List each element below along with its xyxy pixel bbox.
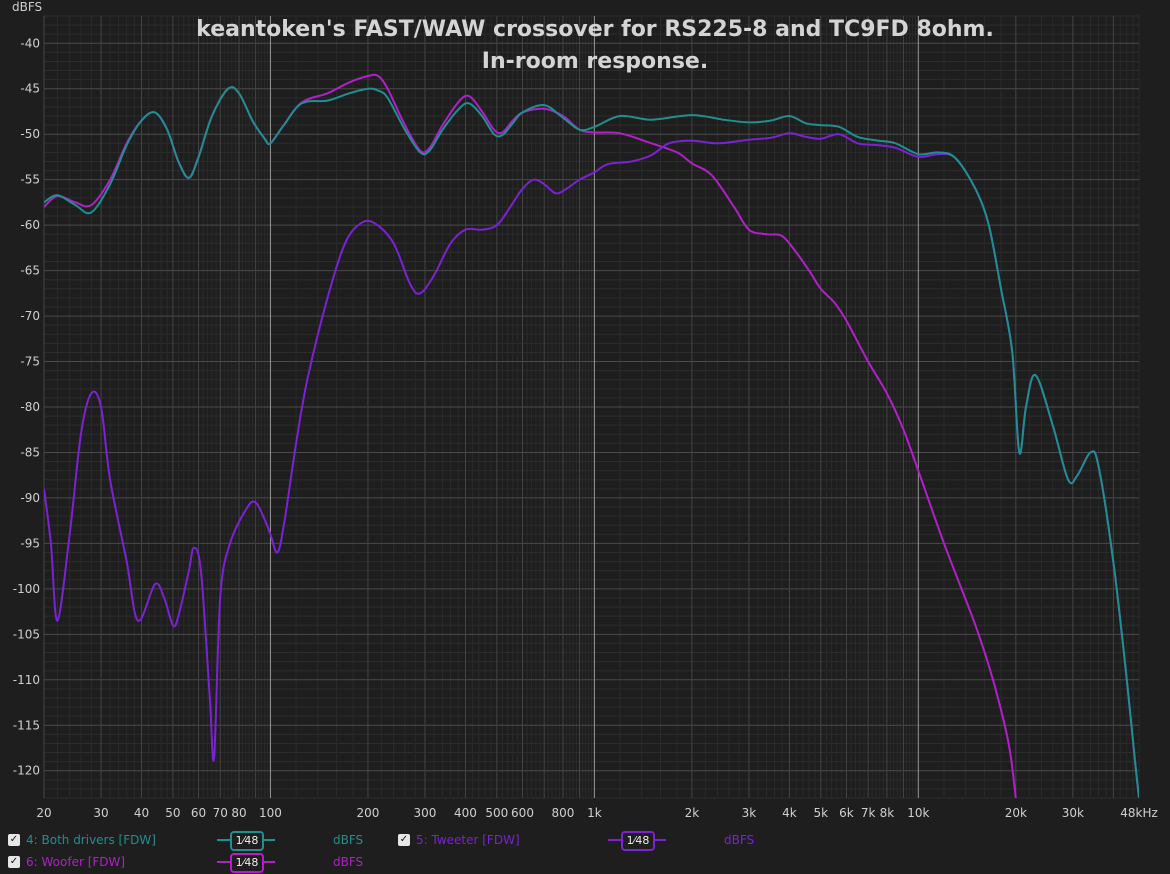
y-tick-label: -110 bbox=[13, 673, 40, 687]
x-tick-label: 800 bbox=[552, 806, 575, 820]
legend-unit: dBFS bbox=[724, 833, 755, 847]
legend-panel: ✓ 4: Both drivers [FDW] 1⁄48 dBFS ✓ 5: T… bbox=[0, 826, 1170, 874]
x-tick-label: 500 bbox=[485, 806, 508, 820]
y-tick-label: -85 bbox=[20, 445, 40, 459]
y-tick-label: -95 bbox=[20, 536, 40, 550]
y-tick-label: -65 bbox=[20, 264, 40, 278]
x-axis-labels: 20 30 40 50 60 70 80 100 200 300 400 500 600 800 1k 2k 3… bbox=[36, 806, 1157, 820]
chart-title: keantoken's FAST/WAW crossover for RS225… bbox=[196, 17, 994, 42]
y-tick-label: -60 bbox=[20, 218, 40, 232]
x-tick-label: 4k bbox=[782, 806, 797, 820]
checkbox-icon[interactable]: ✓ bbox=[8, 856, 20, 868]
y-axis-labels: -40 -45 -50 -55 -60 -65 -70 -75 -80 -85 -90 -95 -100… bbox=[13, 36, 40, 777]
x-tick-label: 6k bbox=[839, 806, 854, 820]
major-grid bbox=[43, 16, 1139, 798]
checkbox-icon[interactable]: ✓ bbox=[8, 834, 20, 846]
legend-unit: dBFS bbox=[333, 855, 364, 869]
y-tick-label: -115 bbox=[13, 718, 40, 732]
y-tick-label: -45 bbox=[20, 82, 40, 96]
x-tick-label: 300 bbox=[414, 806, 437, 820]
x-tick-label: 2k bbox=[685, 806, 700, 820]
series-layer bbox=[44, 73, 1139, 798]
chart-subtitle: In-room response. bbox=[482, 49, 708, 74]
smoothing-value: 1⁄48 bbox=[230, 853, 264, 873]
frequency-response-plot[interactable]: -40 -45 -50 -55 -60 -65 -70 -75 -80 -85 -90 -95 -100… bbox=[0, 0, 1170, 826]
y-tick-label: -40 bbox=[20, 36, 40, 50]
y-tick-label: -55 bbox=[20, 173, 40, 187]
x-tick-label: 30 bbox=[93, 806, 108, 820]
x-tick-label: 70 bbox=[213, 806, 228, 820]
smoothing-control-woofer[interactable]: 1⁄48 bbox=[217, 852, 275, 873]
legend-item-both-drivers[interactable]: ✓ 4: Both drivers [FDW] bbox=[8, 830, 156, 850]
x-tick-label: 20 bbox=[36, 806, 51, 820]
y-tick-label: -80 bbox=[20, 400, 40, 414]
x-tick-label: 7k bbox=[861, 806, 876, 820]
x-tick-label: 8k bbox=[880, 806, 895, 820]
y-tick-label: -50 bbox=[20, 127, 40, 141]
y-tick-label: -70 bbox=[20, 309, 40, 323]
x-tick-label: 1k bbox=[587, 806, 602, 820]
x-tick-label: 3k bbox=[742, 806, 757, 820]
x-tick-label: 40 bbox=[134, 806, 149, 820]
smoothing-value: 1⁄48 bbox=[230, 831, 264, 851]
x-tick-label: 400 bbox=[454, 806, 477, 820]
legend-label: 4: Both drivers [FDW] bbox=[26, 833, 156, 847]
y-tick-label: -90 bbox=[20, 491, 40, 505]
checkbox-icon[interactable]: ✓ bbox=[398, 834, 410, 846]
x-tick-label: 5k bbox=[814, 806, 829, 820]
series-line-4-both-drivers-fdw bbox=[44, 86, 1139, 798]
smoothing-control-tweeter[interactable]: 1⁄48 bbox=[608, 830, 666, 851]
x-tick-label: 80 bbox=[231, 806, 246, 820]
y-tick-label: -75 bbox=[20, 355, 40, 369]
legend-label: 6: Woofer [FDW] bbox=[26, 855, 126, 869]
legend-item-tweeter[interactable]: ✓ 5: Tweeter [FDW] bbox=[398, 830, 520, 850]
smoothing-value: 1⁄48 bbox=[621, 831, 655, 851]
x-tick-label: 60 bbox=[191, 806, 206, 820]
x-tick-label: 10k bbox=[907, 806, 929, 820]
x-tick-label: 50 bbox=[165, 806, 180, 820]
x-tick-label: 20k bbox=[1005, 806, 1027, 820]
x-tick-label: 30k bbox=[1062, 806, 1084, 820]
legend-item-woofer[interactable]: ✓ 6: Woofer [FDW] bbox=[8, 852, 125, 872]
x-tick-label: 48kHz bbox=[1120, 806, 1158, 820]
x-tick-label: 600 bbox=[511, 806, 534, 820]
x-tick-label: 200 bbox=[356, 806, 379, 820]
y-tick-label: -100 bbox=[13, 582, 40, 596]
smoothing-control-both-drivers[interactable]: 1⁄48 bbox=[217, 830, 275, 851]
x-tick-label: 100 bbox=[259, 806, 282, 820]
y-tick-label: -120 bbox=[13, 764, 40, 778]
y-tick-label: -105 bbox=[13, 627, 40, 641]
legend-label: 5: Tweeter [FDW] bbox=[416, 833, 520, 847]
legend-unit: dBFS bbox=[333, 833, 364, 847]
y-axis-unit-label: dBFS bbox=[12, 0, 43, 14]
